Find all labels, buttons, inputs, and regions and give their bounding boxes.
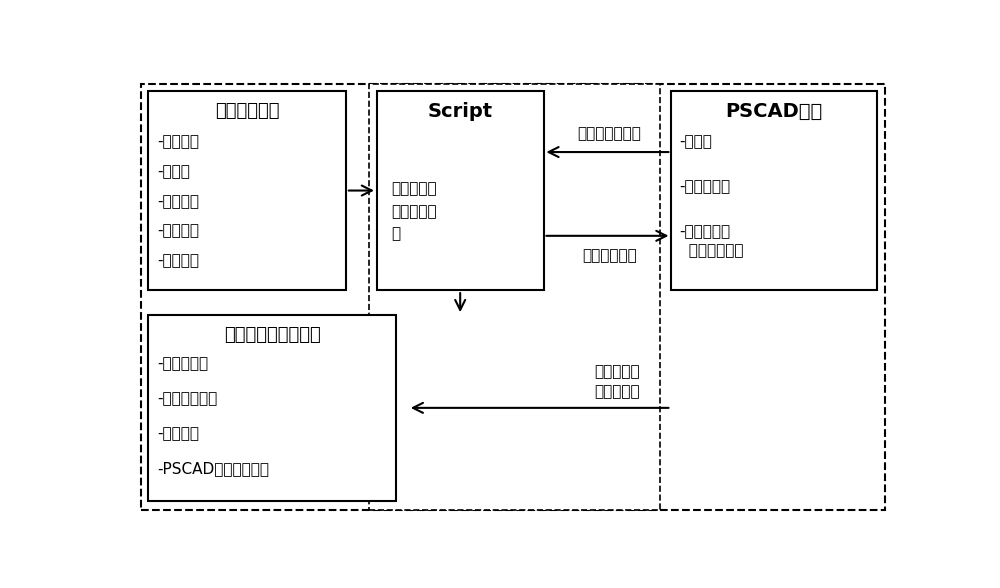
Text: -回击模型: -回击模型 bbox=[158, 223, 200, 239]
Text: 数学计算模型子程序: 数学计算模型子程序 bbox=[224, 326, 321, 345]
Text: -线路结构: -线路结构 bbox=[158, 134, 200, 149]
Text: 参数输入模型: 参数输入模型 bbox=[215, 102, 279, 121]
Text: PSCAD电路: PSCAD电路 bbox=[725, 102, 823, 121]
Text: 电路元件参数: 电路元件参数 bbox=[582, 248, 637, 263]
Text: 自定义感应
过电压元件: 自定义感应 过电压元件 bbox=[594, 364, 640, 399]
Text: -相模变换: -相模变换 bbox=[158, 426, 200, 441]
Text: -电磁场计算: -电磁场计算 bbox=[158, 356, 209, 371]
Bar bbox=[148, 315, 396, 501]
Text: -测量（散射
  电压、电流）: -测量（散射 电压、电流） bbox=[679, 225, 744, 258]
Text: -线路参数计算: -线路参数计算 bbox=[158, 391, 218, 406]
Bar bbox=[148, 91, 346, 290]
Text: -PSCAD电路参数计算: -PSCAD电路参数计算 bbox=[158, 461, 270, 476]
Text: -受控源: -受控源 bbox=[679, 134, 712, 149]
Text: -雷电流: -雷电流 bbox=[158, 164, 190, 179]
Text: -自阻、互阻: -自阻、互阻 bbox=[679, 179, 730, 194]
Bar bbox=[671, 91, 877, 290]
Text: Script: Script bbox=[428, 102, 493, 121]
Text: 调用数学计
算模型子程
序: 调用数学计 算模型子程 序 bbox=[391, 182, 436, 241]
Text: -大地参数: -大地参数 bbox=[158, 253, 200, 269]
Bar bbox=[377, 91, 544, 290]
Text: -雷击位置: -雷击位置 bbox=[158, 193, 200, 209]
Text: 散射电压、电流: 散射电压、电流 bbox=[577, 126, 641, 141]
Bar bbox=[369, 84, 660, 510]
